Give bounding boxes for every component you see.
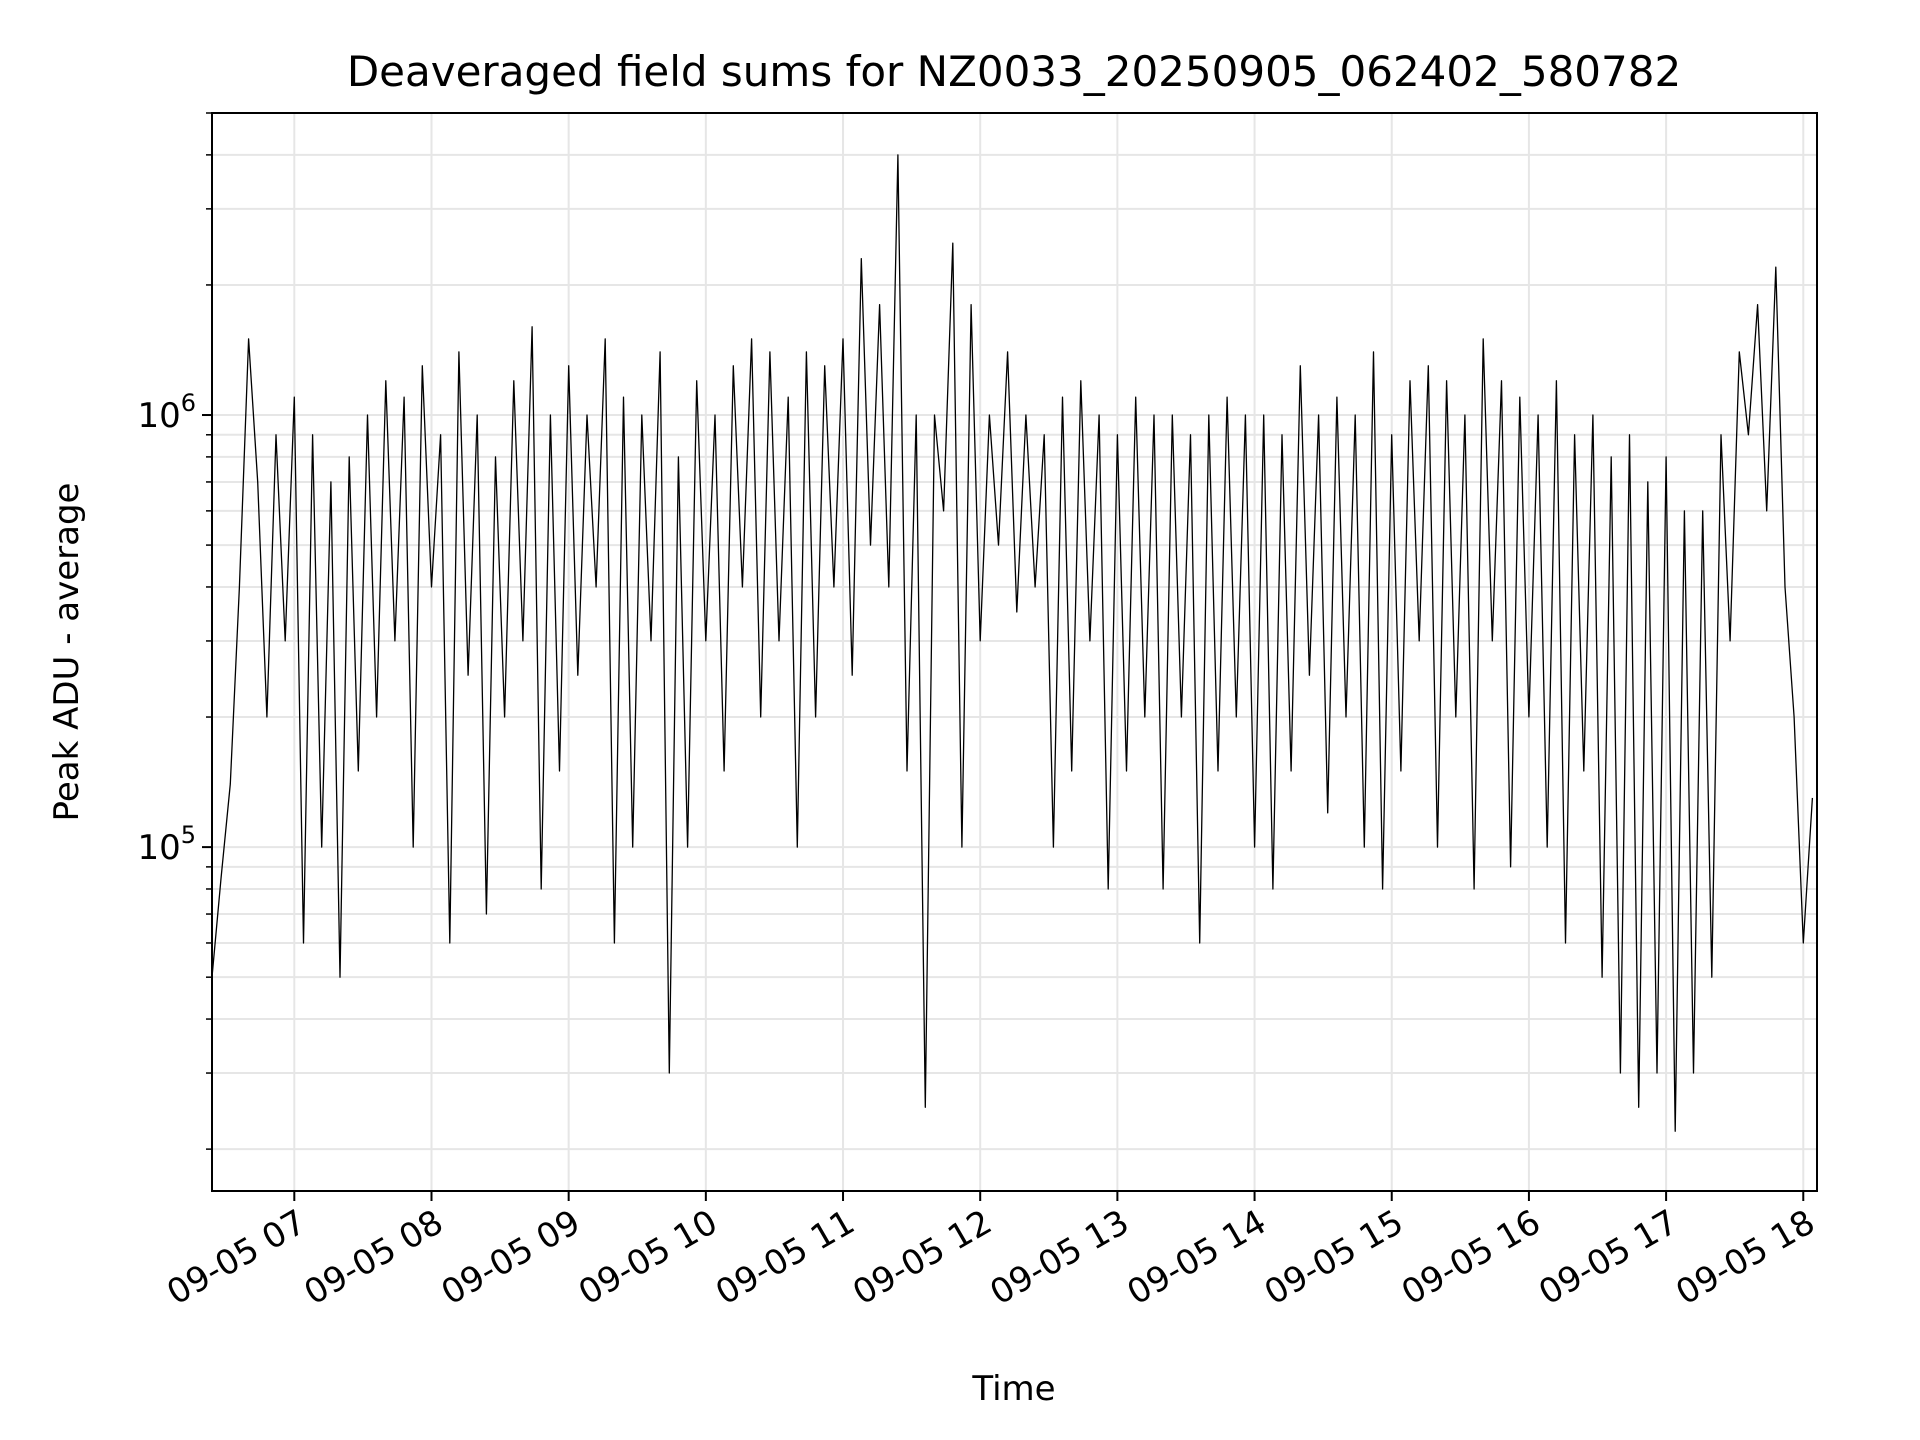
y-tick-exponent: 5 xyxy=(181,821,196,849)
y-tick-exponent: 6 xyxy=(181,389,196,417)
plot-frame xyxy=(211,112,1818,1192)
x-axis-label: Time xyxy=(971,1369,1055,1409)
y-tick-label: 105 xyxy=(137,821,196,868)
y-axis-label: Peak ADU - average xyxy=(47,483,87,822)
y-tick-base: 10 xyxy=(137,828,180,868)
y-tick-label: 106 xyxy=(137,389,196,436)
y-tick-base: 10 xyxy=(137,396,180,436)
data-series-line xyxy=(212,154,1814,1132)
chart-title: Deaveraged field sums for NZ0033_2025090… xyxy=(347,47,1681,96)
